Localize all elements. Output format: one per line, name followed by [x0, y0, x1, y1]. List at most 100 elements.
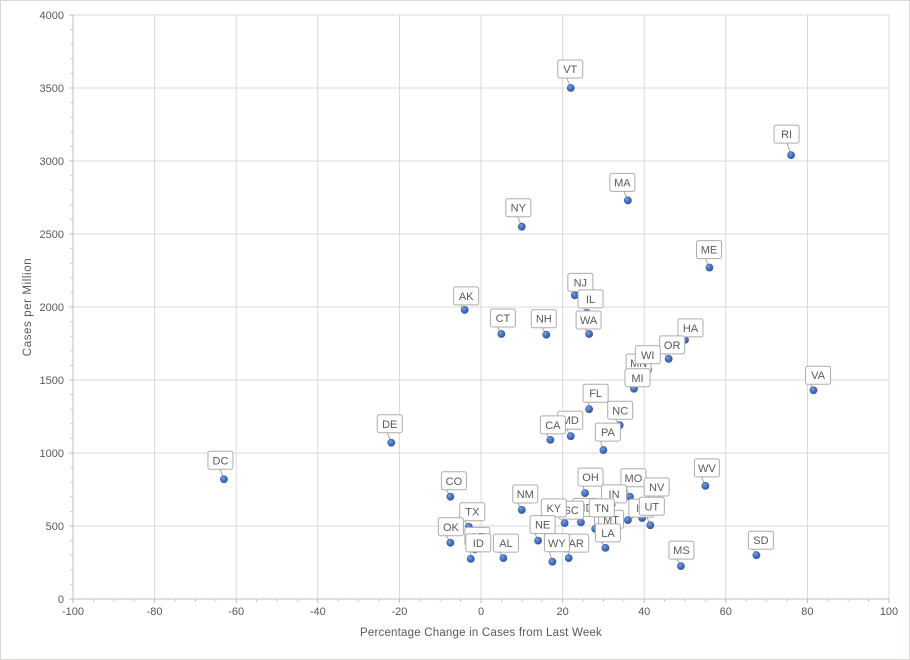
- data-label-NV: NV: [643, 477, 670, 497]
- data-label-MO: MO: [620, 468, 647, 488]
- svg-text:IL: IL: [586, 294, 595, 306]
- x-tick-label-80: 80: [801, 606, 813, 618]
- data-label-NE: NE: [529, 515, 556, 535]
- y-tick-label-3000: 3000: [40, 156, 64, 168]
- svg-text:NJ: NJ: [574, 277, 587, 289]
- y-tick-labels: 0 500 1000 1500 2000 2500 3000 3500 4000: [40, 10, 64, 606]
- data-points: [220, 84, 818, 571]
- svg-text:LA: LA: [601, 528, 615, 540]
- x-tick-label-0: 0: [478, 606, 484, 618]
- svg-text:AR: AR: [569, 538, 584, 550]
- svg-text:TN: TN: [594, 503, 609, 515]
- data-label-NC: NC: [607, 400, 634, 420]
- point-SD: [752, 551, 761, 560]
- point-ID: [466, 554, 475, 563]
- svg-text:ND: ND: [578, 502, 594, 514]
- point-ND: [577, 518, 585, 527]
- data-label-OH: OH: [577, 467, 604, 487]
- data-label-MA: MA: [609, 172, 636, 192]
- svg-text:WI: WI: [641, 350, 654, 362]
- point-CA: [546, 435, 555, 444]
- point-OH: [581, 489, 589, 498]
- svg-text:CT: CT: [496, 313, 511, 325]
- point-UT: [646, 521, 655, 530]
- x-tick-labels: -100 -80 -60 -40 -20 0 20 40 60 80 100: [62, 606, 898, 618]
- point-NE: [534, 536, 543, 545]
- data-label-NJ: NJ: [567, 272, 594, 292]
- svg-text:WY: WY: [548, 538, 566, 550]
- data-label-LA: LA: [594, 523, 621, 543]
- svg-text:UT: UT: [644, 501, 659, 513]
- data-label-OR: OR: [659, 335, 686, 355]
- point-WY: [548, 557, 557, 566]
- y-tick-label-3500: 3500: [40, 83, 64, 95]
- svg-text:VA: VA: [811, 370, 826, 382]
- point-DC: [220, 475, 228, 484]
- data-label-HA: HA: [677, 318, 704, 338]
- point-AK: [460, 306, 469, 314]
- y-tick-label-2500: 2500: [40, 229, 64, 241]
- svg-text:MO: MO: [625, 473, 643, 485]
- y-tick-label-1000: 1000: [40, 448, 64, 460]
- svg-text:AK: AK: [459, 291, 474, 303]
- y-tick-label-1500: 1500: [40, 375, 64, 387]
- point-CT: [497, 330, 506, 338]
- svg-text:WV: WV: [698, 463, 716, 475]
- point-WA: [585, 330, 594, 338]
- point-OK: [446, 538, 455, 547]
- svg-text:AL: AL: [499, 538, 512, 550]
- point-LA: [601, 544, 610, 552]
- svg-text:MS: MS: [673, 545, 690, 557]
- svg-text:MA: MA: [614, 177, 631, 189]
- x-tick-label--100: -100: [62, 606, 84, 618]
- svg-text:OK: OK: [443, 522, 460, 534]
- data-label-PA: PA: [594, 422, 621, 442]
- svg-text:VT: VT: [563, 64, 577, 76]
- svg-text:TX: TX: [465, 507, 480, 519]
- point-ME: [705, 263, 714, 272]
- svg-text:SD: SD: [753, 535, 768, 547]
- point-IA: [623, 516, 632, 525]
- x-tick-label--20: -20: [391, 606, 407, 618]
- data-label-AL: AL: [492, 533, 519, 553]
- svg-text:NE: NE: [535, 520, 550, 532]
- point-DE: [387, 438, 396, 447]
- point-MS: [677, 562, 685, 571]
- x-tick-label-100: 100: [880, 606, 898, 618]
- data-label-CO: CO: [440, 471, 467, 491]
- data-label-WI: WI: [634, 345, 661, 365]
- svg-text:OH: OH: [582, 472, 599, 484]
- svg-text:MI: MI: [631, 373, 643, 385]
- point-MD: [566, 432, 575, 441]
- data-label-WV: WV: [693, 458, 720, 478]
- x-tick-label-40: 40: [638, 606, 650, 618]
- point-NM: [517, 506, 526, 514]
- data-label-UT: UT: [638, 496, 665, 516]
- data-label-CA: CA: [539, 415, 566, 435]
- point-NY: [517, 222, 526, 231]
- x-tick-label--60: -60: [228, 606, 244, 618]
- y-tick-label-500: 500: [46, 521, 64, 533]
- svg-text:OR: OR: [664, 340, 681, 352]
- x-axis-title: Percentage Change in Cases from Last Wee…: [360, 627, 602, 639]
- data-label-DE: DE: [376, 414, 403, 434]
- svg-text:CA: CA: [545, 420, 561, 432]
- data-label-WY: WY: [543, 533, 570, 553]
- data-label-TX: TX: [459, 502, 486, 522]
- svg-text:FL: FL: [589, 388, 602, 400]
- data-label-WA: WA: [575, 310, 602, 330]
- data-label-VA: VA: [805, 365, 832, 385]
- svg-text:SC: SC: [563, 505, 578, 517]
- svg-text:NH: NH: [536, 314, 552, 326]
- y-axis-title: Cases per Million: [22, 257, 34, 357]
- data-labels: MNIAAZMTNDVTRIMANYMENJILAKCTNHWAHAORWIMI…: [207, 59, 832, 560]
- data-label-NM: NM: [512, 484, 539, 504]
- x-tick-label-20: 20: [556, 606, 568, 618]
- svg-text:IN: IN: [609, 489, 620, 501]
- point-CO: [446, 492, 455, 501]
- svg-text:DE: DE: [382, 419, 397, 431]
- svg-text:ID: ID: [473, 538, 484, 550]
- svg-text:NC: NC: [612, 405, 628, 417]
- data-label-SD: SD: [747, 530, 774, 550]
